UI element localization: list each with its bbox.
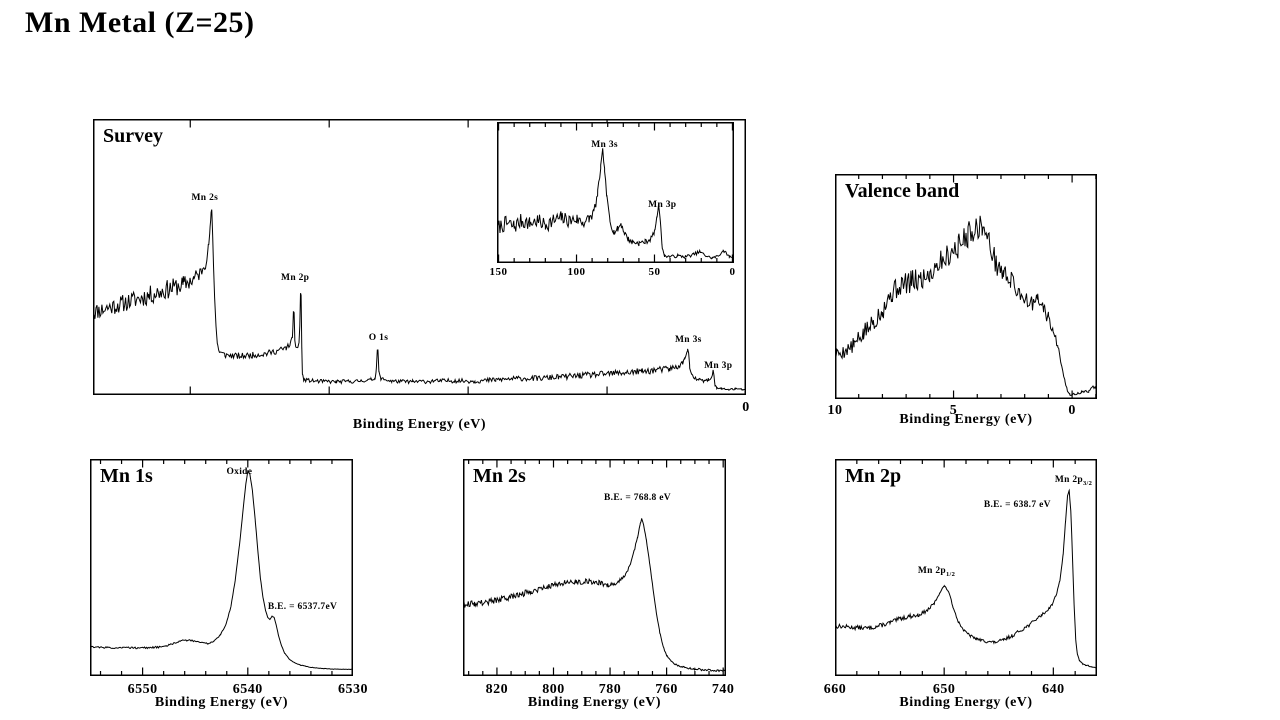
survey-inset-chart-area: 150 100 50 0 Mn 3s Mn 3p — [490, 122, 735, 278]
valence-band-plot-title: Valence band — [845, 180, 960, 202]
survey-peak-label-4: Mn 3p — [704, 361, 732, 371]
mn2s-peak-label-0: B.E. = 768.8 eV — [604, 493, 671, 503]
survey-inset-peak-label-1: Mn 3p — [648, 200, 676, 210]
valence-band-plot: 10 5 0 Valence band Binding Energy (eV) — [828, 174, 1097, 427]
mn2p-peak-label-subscript: 3/2 — [1082, 479, 1093, 487]
mn2s-xaxis-label: Binding Energy (eV) — [527, 695, 662, 710]
valence-band-curve — [835, 174, 1097, 399]
mn2p-plot-title: Mn 2p — [845, 465, 902, 487]
mn2s-tick-label-780: 780 — [598, 682, 622, 697]
mn1s-xaxis-label: Binding Energy (eV) — [154, 695, 289, 710]
mn2p-tick-label-640: 640 — [1042, 682, 1065, 697]
survey-chart-area: 0 Mn 2s Mn 2p O 1s Mn 3s Mn 3p — [93, 119, 749, 415]
mn2p-tick-label-650: 650 — [932, 682, 956, 697]
mn2p-peak-label-subscript: 1/2 — [945, 570, 956, 578]
mn1s-tick-label-6540: 6540 — [232, 682, 263, 697]
survey-peak-label-text: Mn 3p — [704, 361, 733, 372]
mn2p-peak-label-text: B.E. = 638.7 eV — [983, 499, 1051, 510]
survey-inset-peak-label-0: Mn 3s — [591, 140, 618, 150]
mn2p-plot: 660 650 640 Mn 2p3/2 B.E. = 638.7 eV Mn 2p1/2… — [824, 459, 1097, 710]
mn2s-tick-label-760: 760 — [655, 682, 678, 697]
mn1s-curve — [90, 459, 353, 676]
survey-tick-label-0: 0 — [742, 400, 750, 415]
mn2s-tick-label-820: 820 — [485, 682, 509, 697]
valence-band-tick-label-5: 5 — [949, 403, 958, 418]
mn2p-curve — [835, 459, 1097, 676]
survey-peak-label-text: Mn 2s — [191, 192, 219, 203]
mn2p-peak-label-0: Mn 2p3/2 — [1055, 475, 1092, 487]
mn2p-tick-label-660: 660 — [823, 682, 847, 697]
survey-inset-curve — [497, 122, 734, 263]
survey-inset-peak-label-text: Mn 3p — [648, 200, 677, 211]
mn1s-peak-label-1: B.E. = 6537.7eV — [268, 602, 337, 612]
mn2p-peak-label-1: B.E. = 638.7 eV — [984, 500, 1051, 510]
valence-band-chart-area: 10 5 0 — [828, 174, 1097, 418]
valence-band-xaxis-label: Binding Energy (eV) — [899, 412, 1033, 427]
mn2s-tick-label-800: 800 — [542, 682, 565, 697]
mn2s-plot-title: Mn 2s — [473, 465, 526, 487]
mn1s-peak-label-text: Oxide — [226, 467, 253, 478]
survey-inset-plot: 150 100 50 0 Mn 3s Mn 3p — [490, 122, 735, 278]
mn1s-plot-title: Mn 1s — [100, 465, 153, 487]
survey-inset-tick-label-150: 150 — [489, 266, 508, 278]
mn2p-peak-label-2: Mn 2p1/2 — [918, 566, 955, 578]
mn2p-xaxis-label: Binding Energy (eV) — [899, 695, 1033, 710]
survey-peak-label-2: O 1s — [369, 333, 388, 343]
mn2s-curve — [463, 459, 726, 676]
survey-plot-title: Survey — [103, 125, 163, 147]
mn1s-peak-label-0: Oxide — [226, 467, 252, 477]
mn2p-peak-label-text: Mn 2p — [917, 565, 946, 576]
mn1s-chart-area: 6550 6540 6530 Oxide B.E. = 6537.7eV — [90, 459, 368, 697]
survey-peak-label-3: Mn 3s — [675, 335, 702, 345]
mn2s-plot: 820 800 780 760 740 B.E. = 768.8 eV Mn 2s Bin… — [463, 459, 734, 710]
valence-band-tick-label-0: 0 — [1068, 403, 1076, 418]
survey-peak-label-text: Mn 2p — [281, 272, 310, 283]
survey-peak-label-0: Mn 2s — [192, 193, 219, 203]
mn1s-tick-label-6550: 6550 — [127, 682, 158, 697]
survey-peak-label-text: O 1s — [368, 333, 389, 344]
survey-inset-tick-label-50: 50 — [648, 266, 661, 278]
survey-peak-label-text: Mn 3s — [675, 334, 702, 345]
mn1s-peak-label-text: B.E. = 6537.7eV — [267, 601, 338, 612]
mn1s-plot: 6550 6540 6530 Oxide B.E. = 6537.7eV Mn 1s B… — [90, 459, 368, 710]
mn2s-chart-area: 820 800 780 760 740 B.E. = 768.8 eV — [463, 459, 734, 697]
valence-band-tick-label-10: 10 — [827, 403, 843, 418]
survey-inset-tick-label-0: 0 — [729, 266, 736, 278]
survey-inset-peak-label-text: Mn 3s — [591, 139, 618, 150]
figure-title: Mn Metal (Z=25) — [25, 6, 255, 39]
survey-plot: 0 Mn 2s Mn 2p O 1s Mn 3s Mn 3p Survey Binding… — [93, 119, 749, 432]
mn1s-tick-label-6530: 6530 — [338, 682, 368, 697]
mn2p-chart-area: 660 650 640 Mn 2p3/2 B.E. = 638.7 eV Mn 2p1/2 — [824, 459, 1097, 697]
survey-xaxis-label: Binding Energy (eV) — [352, 417, 487, 432]
mn2s-peak-label-text: B.E. = 768.8 eV — [604, 493, 671, 504]
survey-peak-label-1: Mn 2p — [281, 273, 309, 283]
survey-inset-tick-label-100: 100 — [567, 266, 586, 278]
mn2s-tick-label-740: 740 — [711, 682, 735, 697]
survey-curve — [93, 119, 746, 395]
mn2p-peak-label-text: Mn 2p — [1054, 474, 1083, 485]
